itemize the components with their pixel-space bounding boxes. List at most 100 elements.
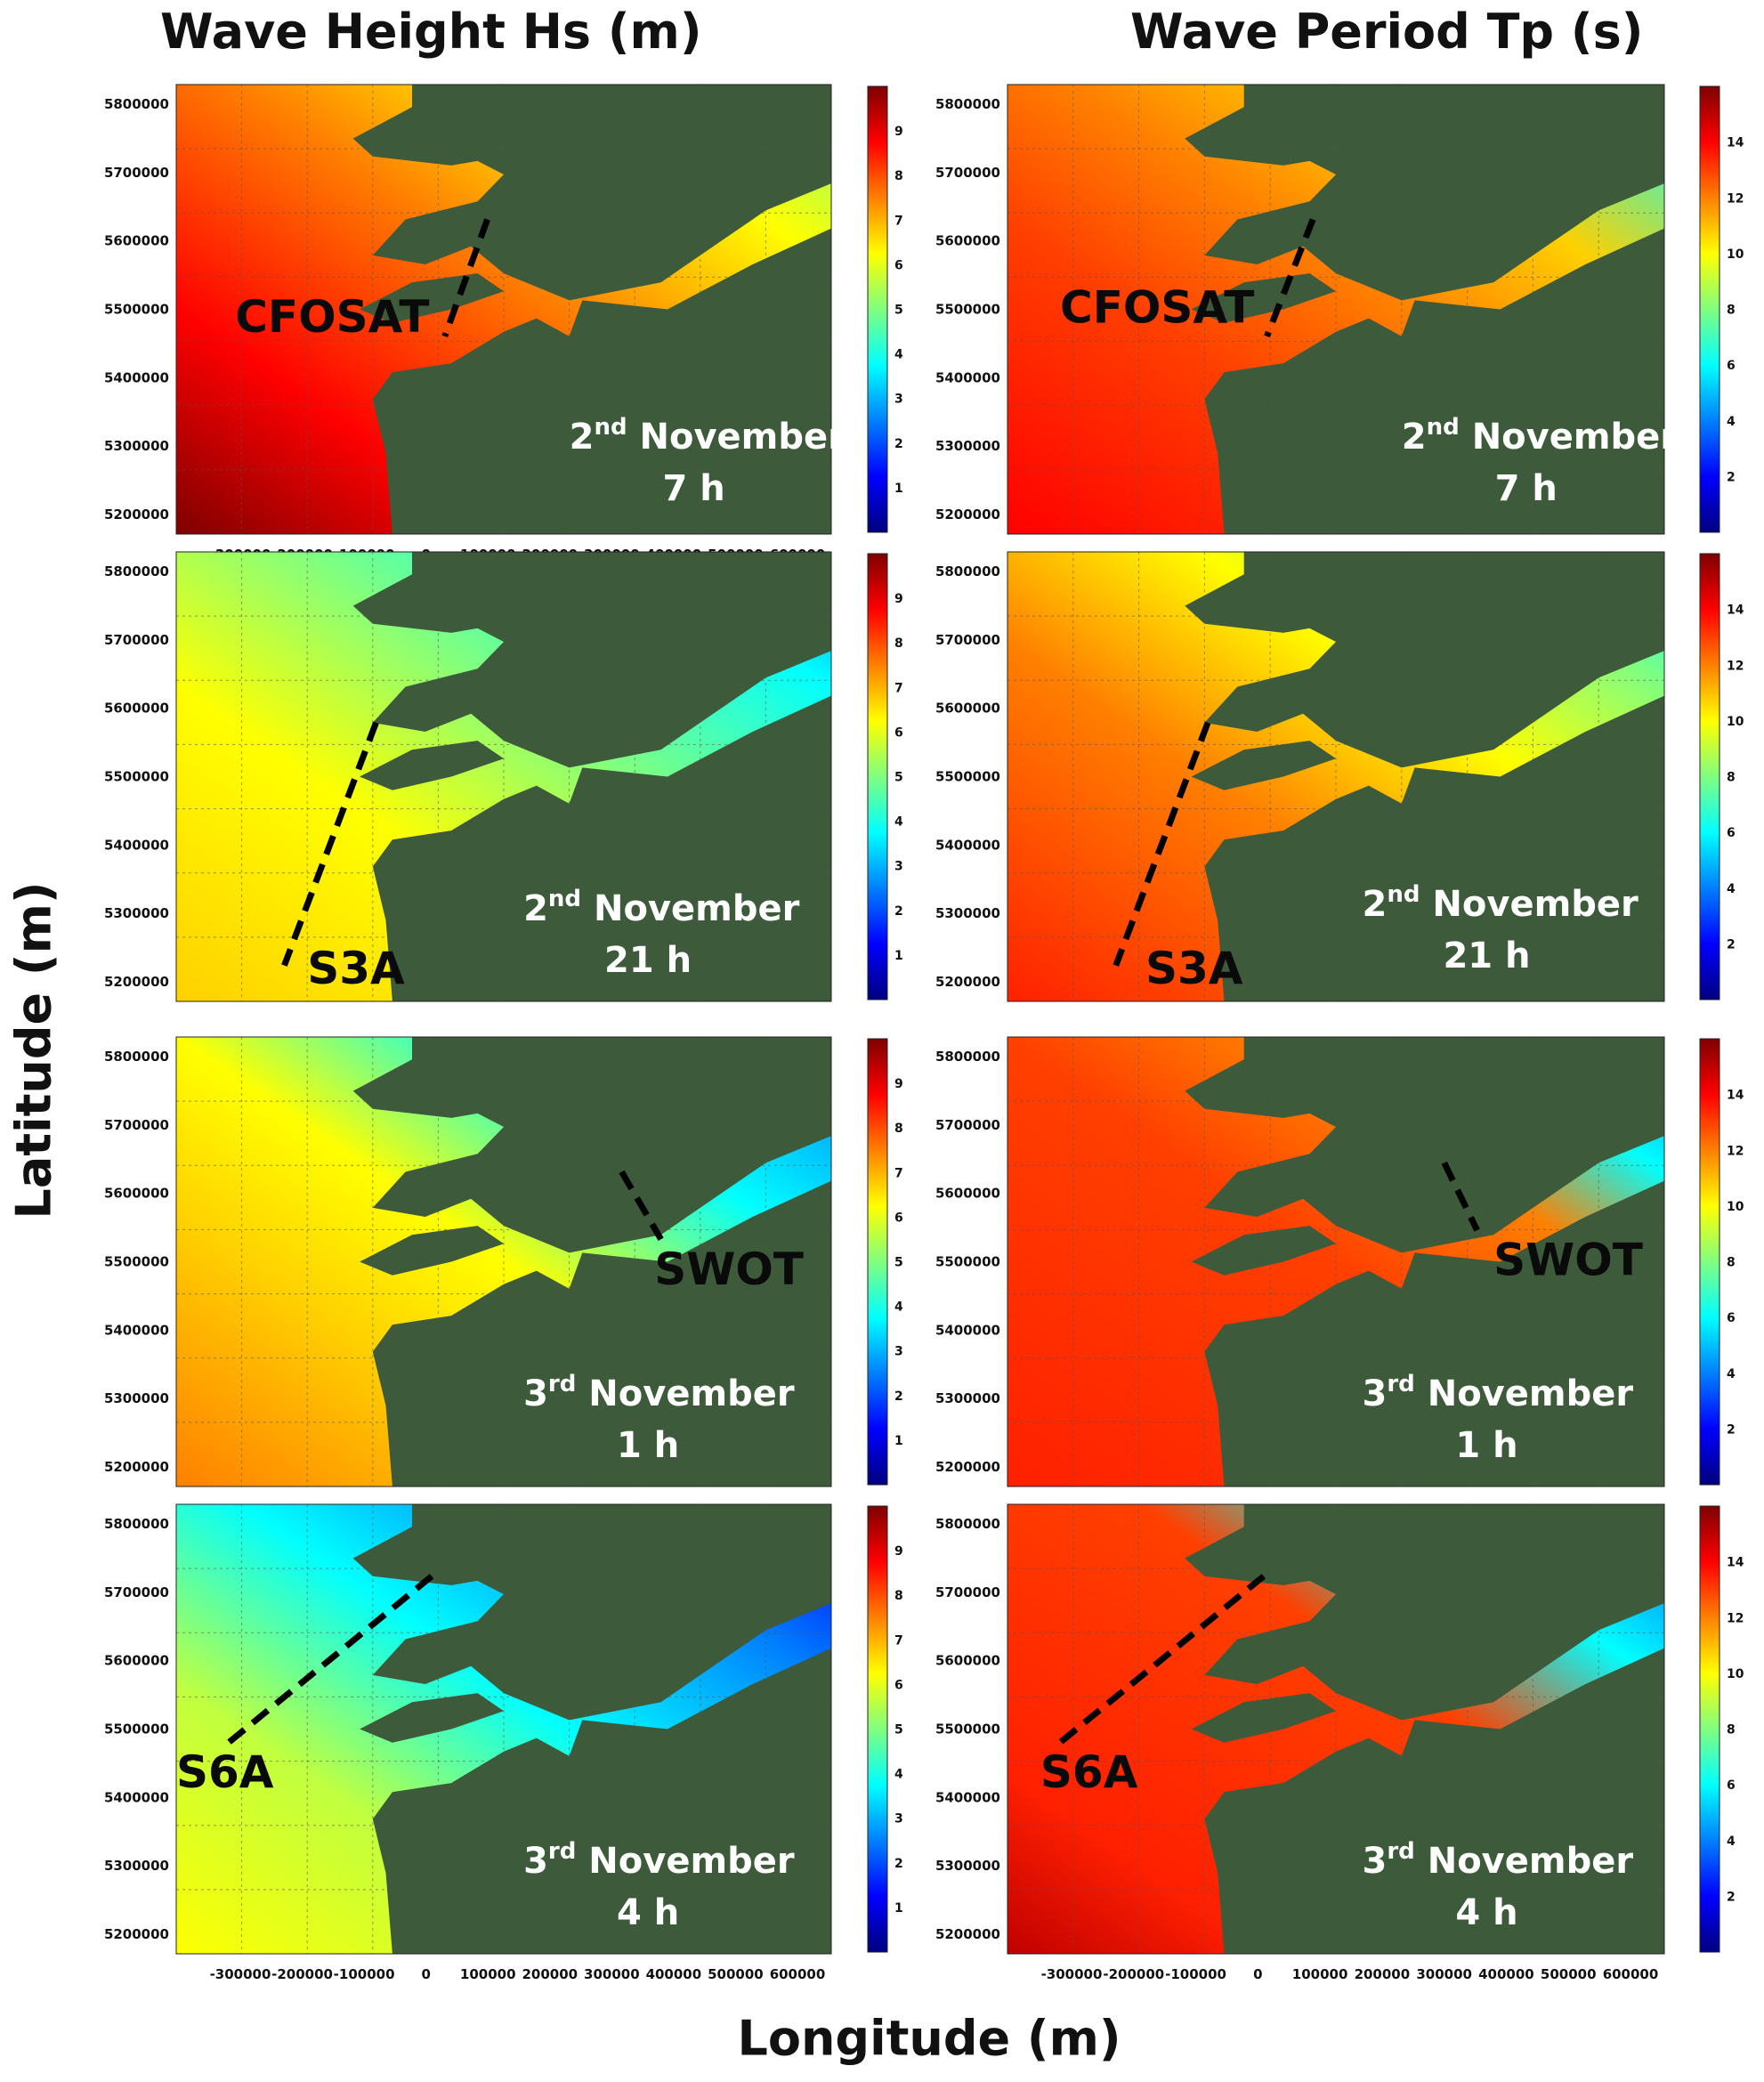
map-area: [176, 1037, 831, 1487]
colorbar: [1699, 85, 1720, 533]
map-area: [1007, 85, 1664, 534]
colorbar-tick-label: 6: [894, 1678, 903, 1692]
colorbar: [867, 85, 888, 533]
colorbar-tick-label: 12: [1727, 659, 1744, 673]
colorbar-tick-label: 6: [894, 1211, 903, 1225]
satellite-label: S3A: [307, 943, 405, 994]
date-label: 3rd November: [523, 1371, 795, 1414]
land-wales: [352, 570, 537, 633]
map-frame: [1007, 551, 1665, 1002]
colorbar-tick-label: 2: [894, 1857, 903, 1871]
x-axis-title: Longitude (m): [737, 2010, 1121, 2067]
land-cornwall: [1191, 1693, 1336, 1743]
y-tick-label: 5300000: [935, 438, 1000, 454]
x-tick-label: 300000: [1416, 1966, 1472, 1982]
time-label: 7 h: [1495, 468, 1558, 509]
colorbar-tick-label: 6: [1727, 1311, 1736, 1325]
land-france: [372, 1648, 831, 1954]
colorbar-tick-label: 8: [894, 636, 903, 651]
map-panel-5: SWOT 3rd November 1 h 5800000 5700000 5600000…: [0, 1036, 1764, 1571]
y-tick-label: 5200000: [104, 506, 169, 523]
colorbar-tick-label: 2: [894, 437, 903, 451]
satellite-label: SWOT: [1493, 1235, 1643, 1286]
land-wales: [1185, 102, 1369, 166]
colorbar: [1699, 553, 1720, 1000]
x-tick-label: 500000: [1541, 1966, 1597, 1982]
column-title-wave-height: Wave Height Hs (m): [160, 4, 702, 60]
y-tick-label: 5400000: [935, 1322, 1000, 1338]
y-tick-label: 5800000: [935, 96, 1000, 112]
satellite-track: [619, 1170, 664, 1242]
map-panel-4: S3A 2nd November 21 h 5800000 5700000 5600000…: [0, 551, 1764, 1086]
colorbar-tick-label: 2: [1727, 1422, 1736, 1437]
y-tick-label: 5700000: [935, 165, 1000, 181]
y-tick-label: 5300000: [104, 905, 169, 921]
map-frame: [175, 1503, 832, 1955]
y-tick-label: 5600000: [104, 233, 169, 249]
map-frame: [175, 84, 832, 535]
map-panel-6: SWOT 3rd November 1 h 5800000 5700000 5600000…: [0, 1036, 1764, 1571]
land-cornwall: [360, 1693, 504, 1743]
heatmap-svg-8: S6A 3rd November 4 h 5800000 5700000 5600000 5…: [935, 1503, 1744, 1982]
colorbar-tick-label: 9: [894, 1544, 903, 1559]
y-tick-label: 5300000: [104, 1858, 169, 1874]
land-wales: [1185, 1522, 1369, 1585]
x-tick-label: 600000: [770, 1966, 826, 1982]
x-tick-label: 100000: [1292, 1966, 1348, 1982]
y-tick-label: 5500000: [104, 769, 169, 785]
heatmap-svg-3: S3A 2nd November 21 h 5800000 5700000 5600000…: [104, 551, 903, 1002]
map-frame: [1007, 1503, 1665, 1955]
colorbar-tick-label: 8: [1727, 1723, 1736, 1738]
map-panel-7: S6A 3rd November 4 h 5800000 5700000 5600000 5…: [0, 1503, 1764, 2038]
colorbar-tick-label: 1: [894, 482, 903, 496]
y-tick-label: 5800000: [104, 563, 169, 579]
colorbar-tick-label: 4: [894, 1768, 903, 1782]
y-tick-label: 5600000: [935, 701, 1000, 717]
y-tick-label: 5200000: [104, 1926, 169, 1942]
colorbar-tick-label: 3: [894, 1812, 903, 1827]
y-tick-label: 5800000: [104, 96, 169, 112]
y-tick-label: 5300000: [935, 1858, 1000, 1874]
map-area: [1007, 1037, 1664, 1487]
colorbar-tick-label: 4: [894, 815, 903, 830]
y-tick-label: 5600000: [935, 1186, 1000, 1202]
colorbar-tick-label: 2: [1727, 470, 1736, 484]
colorbar-tick-label: 12: [1727, 191, 1744, 206]
colorbar-tick-label: 5: [894, 1256, 903, 1270]
colorbar-tick-label: 9: [894, 1077, 903, 1091]
y-tick-label: 5200000: [935, 1459, 1000, 1475]
date-label: 2nd November: [523, 886, 799, 929]
y-tick-label: 5500000: [935, 1254, 1000, 1270]
x-tick-label: -300000: [210, 1966, 271, 1982]
colorbar: [1699, 1505, 1720, 1953]
map-panel-3: S3A 2nd November 21 h 5800000 5700000 5600000…: [0, 551, 1764, 1086]
y-tick-label: 5400000: [104, 837, 169, 853]
y-tick-label: 5600000: [104, 1653, 169, 1669]
land-france: [1204, 228, 1664, 534]
time-label: 1 h: [617, 1425, 679, 1466]
time-label: 4 h: [617, 1892, 679, 1933]
x-tick-label: 200000: [1355, 1966, 1411, 1982]
colorbar-tick-label: 14: [1727, 136, 1744, 150]
colorbar-tick-label: 5: [894, 771, 903, 785]
colorbar-tick-label: 9: [894, 125, 903, 139]
y-tick-label: 5700000: [935, 1584, 1000, 1600]
colorbar-tick-label: 6: [894, 258, 903, 272]
satellite-track: [1113, 721, 1211, 967]
date-label: 3rd November: [1363, 1371, 1634, 1414]
map-area: [1007, 1504, 1664, 1954]
x-tick-label: -200000: [1103, 1966, 1164, 1982]
map-panel-8: S6A 3rd November 4 h 5800000 5700000 5600000 5…: [0, 1503, 1764, 2038]
colorbar-tick-label: 2: [894, 1389, 903, 1404]
y-tick-label: 5500000: [104, 1721, 169, 1738]
column-title-wave-period: Wave Period Tp (s): [1130, 4, 1644, 60]
y-tick-label: 5400000: [104, 1322, 169, 1338]
satellite-label: S3A: [1145, 943, 1243, 994]
colorbar-tick-label: 2: [1727, 1890, 1736, 1904]
y-tick-label: 5400000: [935, 369, 1000, 385]
map-area: [176, 1504, 831, 1954]
colorbar-tick-label: 3: [894, 393, 903, 407]
y-tick-label: 5200000: [104, 974, 169, 990]
y-tick-label: 5600000: [104, 701, 169, 717]
colorbar-tick-label: 5: [894, 304, 903, 318]
